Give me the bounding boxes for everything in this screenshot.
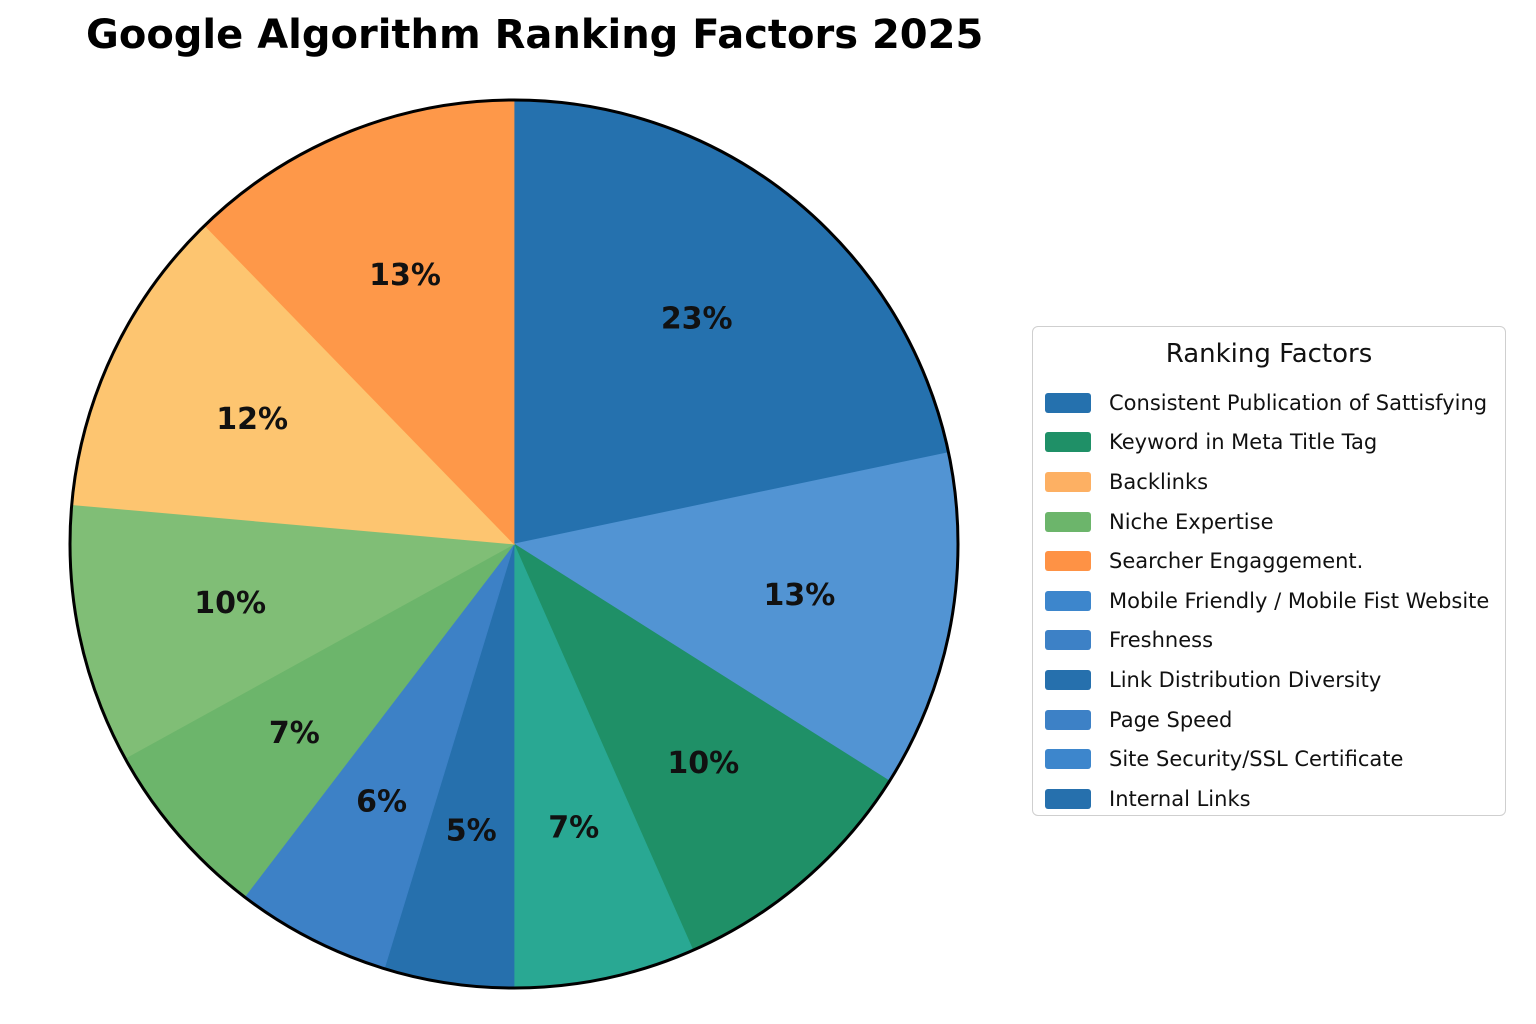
legend: Ranking Factors Consistent Publication o…: [1032, 326, 1506, 816]
slice-label-8: 10%: [194, 586, 266, 621]
legend-item: Keyword in Meta Title Tag: [1045, 423, 1489, 463]
legend-item: Site Security/SSL Certificate: [1045, 739, 1489, 779]
legend-label: Niche Expertise: [1109, 509, 1274, 534]
legend-item: Backlinks: [1045, 462, 1489, 502]
chart-title: Google Algorithm Ranking Factors 2025: [86, 12, 984, 58]
legend-label: Keyword in Meta Title Tag: [1109, 430, 1378, 455]
legend-swatch: [1045, 392, 1091, 413]
legend-label: Consistent Publication of Sattisfying: [1109, 390, 1488, 415]
legend-swatch: [1045, 709, 1091, 730]
pie-outline: [68, 98, 960, 990]
legend-label: Site Security/SSL Certificate: [1109, 747, 1404, 772]
legend-label: Freshness: [1109, 628, 1214, 653]
slice-label-2: 13%: [764, 578, 836, 613]
legend-list: Consistent Publication of Sattisfying Key…: [1045, 383, 1489, 819]
legend-item: Mobile Friendly / Mobile Fist Website: [1045, 581, 1489, 621]
legend-swatch: [1045, 432, 1091, 453]
slice-label-5: 5%: [446, 813, 497, 848]
legend-swatch: [1045, 669, 1091, 690]
slice-label-10: 13%: [369, 258, 441, 293]
legend-item: Link Distribution Diversity: [1045, 660, 1489, 700]
legend-item: Internal Links: [1045, 779, 1489, 819]
legend-swatch: [1045, 551, 1091, 572]
legend-item: Consistent Publication of Sattisfying: [1045, 383, 1489, 423]
legend-item: Searcher Engaggement.: [1045, 541, 1489, 581]
legend-label: Internal Links: [1109, 786, 1251, 811]
legend-swatch: [1045, 749, 1091, 770]
legend-item: Freshness: [1045, 621, 1489, 661]
legend-swatch: [1045, 590, 1091, 611]
legend-label: Link Distribution Diversity: [1109, 667, 1382, 692]
legend-swatch: [1045, 471, 1091, 492]
slice-label-6: 6%: [356, 785, 407, 820]
legend-swatch: [1045, 630, 1091, 651]
slice-label-4: 7%: [548, 810, 599, 845]
slice-label-7: 7%: [269, 716, 320, 751]
legend-label: Searcher Engaggement.: [1109, 549, 1364, 574]
slice-label-9: 12%: [216, 402, 288, 437]
legend-item: Niche Expertise: [1045, 502, 1489, 542]
legend-item: Page Speed: [1045, 700, 1489, 740]
legend-label: Backlinks: [1109, 469, 1209, 494]
legend-label: Mobile Friendly / Mobile Fist Website: [1109, 588, 1490, 613]
legend-swatch: [1045, 788, 1091, 809]
legend-label: Page Speed: [1109, 707, 1233, 732]
legend-title: Ranking Factors: [1165, 339, 1373, 369]
slice-label-1: 23%: [661, 301, 733, 336]
slice-label-3: 10%: [667, 746, 739, 781]
legend-swatch: [1045, 511, 1091, 532]
pie-chart: 23% 13% 10% 7% 5% 6% 7% 10% 12% 13%: [68, 98, 960, 990]
